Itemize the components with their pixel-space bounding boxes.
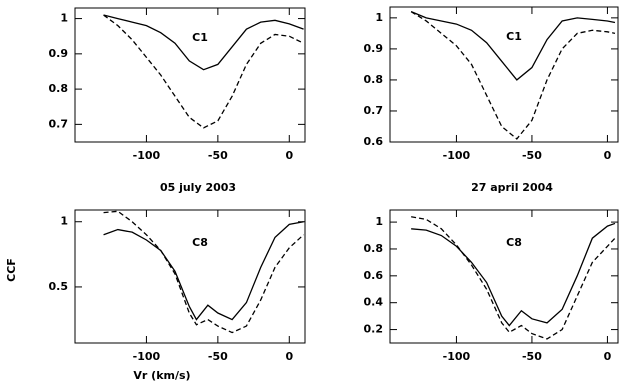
- y-tick-label: 0.9: [49, 47, 69, 60]
- x-tick-label: -50: [208, 149, 228, 162]
- annotation: C8: [192, 236, 208, 249]
- y-tick-label: 0.5: [49, 280, 69, 293]
- plot-frame: [389, 209, 619, 344]
- x-tick-label: -100: [443, 149, 471, 162]
- y-tick-label: 0.7: [49, 117, 69, 130]
- annotation: C1: [192, 31, 208, 44]
- y-tick-label: 1: [60, 12, 68, 25]
- panel: -100 -50 0 0.6 0.7 0.8 0.9 1 C1 27 april 2004: [364, 6, 619, 194]
- y-tick-label: 1: [375, 215, 383, 228]
- y-tick-label: 0.6: [364, 135, 384, 148]
- x-axis-label: Vr (km/s): [133, 369, 190, 382]
- y-tick-label: 0.8: [49, 82, 69, 95]
- x-tick-label: -50: [522, 350, 542, 363]
- y-tick-label: 0.4: [364, 296, 384, 309]
- curve: [411, 222, 616, 327]
- y-tick-label: 0.7: [364, 104, 384, 117]
- panel: -100 -50 0 0.2 0.4 0.6 0.8 1 C8: [364, 209, 619, 363]
- x-tick-label: 0: [604, 350, 612, 363]
- annotation: C8: [506, 236, 522, 249]
- panel: -100 -50 0 0.5 1 C8 Vr (km/s) CCF: [5, 209, 306, 382]
- y-tick-label: 1: [375, 11, 383, 24]
- x-tick-label: 0: [604, 149, 612, 162]
- x-tick-label: 0: [285, 350, 293, 363]
- y-tick-label: 0.8: [364, 242, 384, 255]
- plot-frame: [389, 6, 619, 143]
- curve: [103, 221, 304, 321]
- x-tick-label: -100: [133, 149, 161, 162]
- y-tick-label: 1: [60, 215, 68, 228]
- y-tick-label: 0.9: [364, 42, 384, 55]
- y-tick-label: 0.2: [364, 323, 384, 336]
- y-tick-label: 0.6: [364, 269, 384, 282]
- plot-frame: [74, 209, 306, 344]
- x-tick-label: -50: [522, 149, 542, 162]
- y-tick-label: 0.8: [364, 73, 384, 86]
- annotation: C1: [506, 30, 522, 43]
- plot-frame: [74, 7, 306, 143]
- x-tick-label: -100: [443, 350, 471, 363]
- panel: -100 -50 0 0.7 0.8 0.9 1 C1 05 july 2003: [49, 7, 306, 194]
- caption: 27 april 2004: [471, 181, 553, 194]
- x-tick-label: 0: [285, 149, 293, 162]
- curve: [410, 11, 616, 81]
- x-tick-label: -50: [208, 350, 228, 363]
- curve: [410, 11, 616, 140]
- curve: [103, 210, 305, 334]
- curve: [103, 14, 304, 71]
- curve: [411, 216, 616, 340]
- y-axis-label: CCF: [5, 258, 18, 282]
- x-tick-label: -100: [133, 350, 161, 363]
- caption: 05 july 2003: [160, 181, 236, 194]
- curve: [103, 14, 304, 129]
